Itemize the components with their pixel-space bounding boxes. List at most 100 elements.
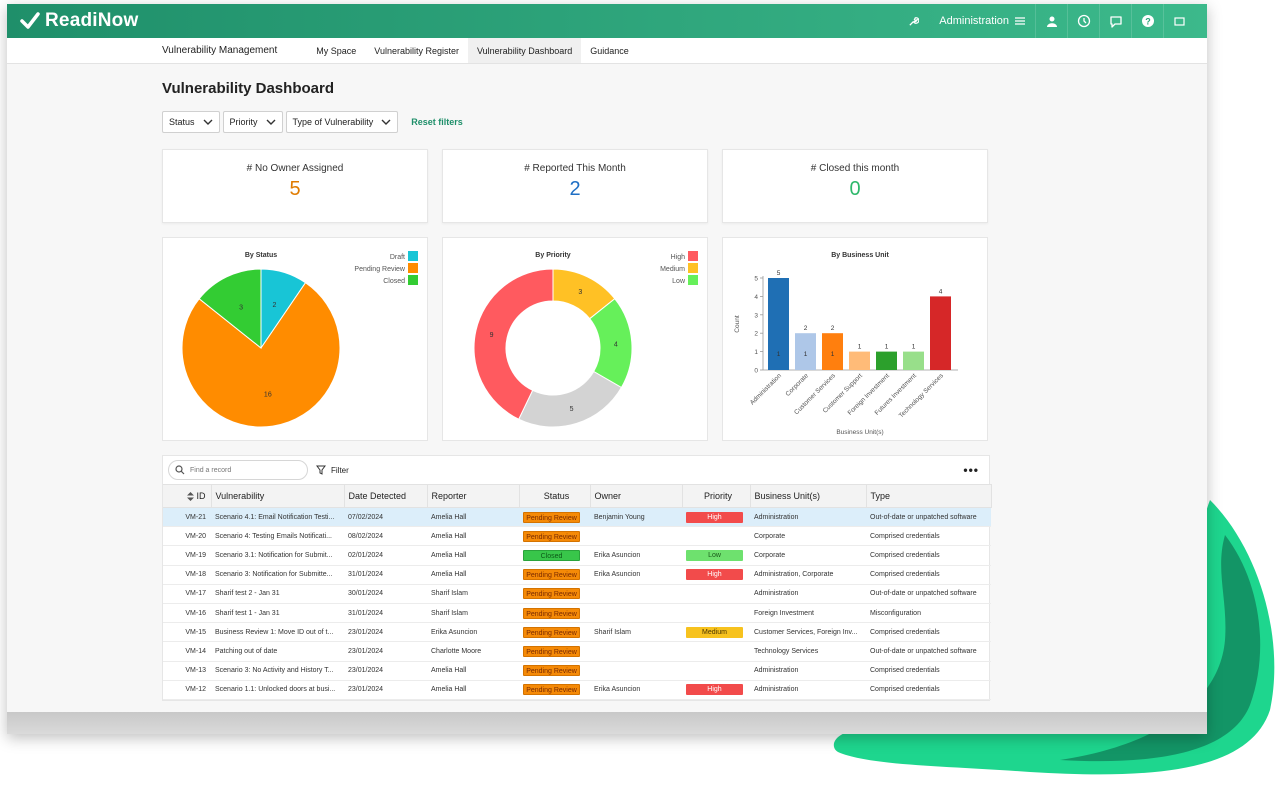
bar-inner-label: 1 (831, 351, 835, 358)
legend-label: High (671, 254, 686, 261)
status-badge: Pending Review (523, 665, 580, 677)
by-priority-donut-svg: By Priority High Medium Low 3 4 5 9 (473, 251, 698, 428)
column-header-type[interactable]: Type (866, 484, 992, 508)
cell-priority (682, 641, 750, 662)
table-row[interactable]: VM-13 Scenario 3: No Activity and History… (163, 661, 991, 681)
card-value: 2 (569, 178, 581, 200)
cell-date-detected: 08/02/2024 (344, 526, 427, 547)
table-row[interactable]: VM-16 Sharif test 1 - Jan 31 31/01/2024 Sha… (163, 603, 991, 624)
cell-type: Out-of-date or unpatched software (866, 584, 991, 604)
chevron-down-icon (203, 119, 213, 125)
cell-date-detected: 23/01/2024 (344, 622, 427, 643)
type-filter[interactable]: Type of Vulnerability (285, 111, 399, 133)
cell-type: Comprised credentials (866, 680, 991, 700)
table-row[interactable]: VM-14 Patching out of date 23/01/2024 Charl… (163, 641, 991, 662)
help-icon[interactable]: ? (1131, 4, 1163, 38)
cell-reporter: Amelia Hall (427, 565, 519, 585)
page-title: Vulnerability Dashboard (162, 80, 334, 97)
column-header-priority[interactable]: Priority (682, 484, 751, 508)
donut-segment-label: 5 (570, 406, 574, 413)
priority-badge: High (686, 511, 743, 523)
history-icon[interactable] (1067, 4, 1099, 38)
column-header-status[interactable]: Status (519, 484, 591, 508)
column-header-id[interactable]: ID (163, 484, 212, 508)
cell-business-units: Administration (750, 507, 866, 528)
legend-swatch (408, 275, 418, 285)
column-header-reporter[interactable]: Reporter (427, 484, 520, 508)
cell-status: Pending Review (519, 661, 590, 681)
table-body: VM-21 Scenario 4.1: Email Notification Te… (163, 507, 991, 700)
window-bottom-shadow (7, 712, 1207, 734)
cell-reporter: Sharif Islam (427, 584, 519, 604)
search-input[interactable]: Find a record (168, 460, 308, 480)
cell-owner: Sharif Islam (590, 622, 682, 643)
table-header-row: ID Vulnerability Date Detected Reporter … (163, 484, 992, 508)
cell-reporter: Amelia Hall (427, 680, 519, 700)
column-header-label: ID (196, 490, 206, 501)
cell-reporter: Sharif Islam (427, 603, 519, 624)
closed-this-month-card: # Closed this month 0 (722, 149, 988, 223)
cell-business-units: Administration (750, 661, 866, 681)
table-row[interactable]: VM-18 Scenario 3: Notification for Submit… (163, 565, 991, 585)
status-badge: Pending Review (523, 684, 580, 696)
cell-id: VM-15 (163, 622, 211, 643)
cell-id: VM-14 (163, 641, 211, 662)
legend-swatch (408, 251, 418, 261)
status-filter[interactable]: Status (162, 111, 220, 133)
cell-priority: High (682, 565, 750, 585)
cell-vulnerability: Scenario 1.1: Unlocked doors at busi... (211, 680, 344, 700)
reset-filters-link[interactable]: Reset filters (411, 117, 463, 127)
by-business-unit-bar-svg: By Business Unit 0 1 2 3 4 5 Count 5 1 Administrat… (734, 252, 958, 436)
cell-business-units: Corporate (750, 545, 866, 566)
user-icon[interactable] (1035, 4, 1067, 38)
vulnerability-grid: Find a record Filter ••• (162, 455, 992, 701)
table-row[interactable]: VM-12 Scenario 1.1: Unlocked doors at bus… (163, 680, 991, 700)
table-row[interactable]: VM-17 Sharif test 2 - Jan 31 30/01/2024 Sha… (163, 584, 991, 604)
cell-priority: High (682, 680, 750, 700)
table-row[interactable]: VM-19 Scenario 3.1: Notification for Subm… (163, 545, 991, 566)
records-table: ID Vulnerability Date Detected Reporter … (163, 484, 992, 700)
priority-filter[interactable]: Priority (222, 111, 283, 133)
column-header-date-detected[interactable]: Date Detected (344, 484, 428, 508)
chart-title: By Business Unit (831, 252, 889, 259)
cell-type: Comprised credentials (866, 526, 991, 547)
cell-owner: Erika Asuncion (590, 545, 682, 566)
card-value: 0 (849, 178, 861, 200)
y-tick-label: 5 (754, 276, 758, 283)
app-logo[interactable]: ReadiNow (19, 10, 138, 32)
table-row[interactable]: VM-20 Scenario 4: Testing Emails Notifica… (163, 526, 991, 547)
donut-segment-label: 9 (490, 332, 494, 339)
legend-swatch (408, 263, 418, 273)
chart-title: By Priority (535, 252, 571, 259)
wrench-icon[interactable] (897, 4, 929, 38)
column-header-business-units[interactable]: Business Unit(s) (750, 484, 867, 508)
tab-my-space[interactable]: My Space (316, 45, 357, 56)
expand-icon[interactable] (1163, 4, 1195, 38)
grid-filter-button[interactable]: Filter (316, 465, 349, 475)
column-header-owner[interactable]: Owner (590, 484, 683, 508)
table-row[interactable]: VM-21 Scenario 4.1: Email Notification Te… (163, 507, 991, 528)
cell-owner (590, 584, 682, 604)
y-tick-label: 2 (754, 331, 758, 338)
pie-slice-label: 2 (273, 302, 277, 309)
status-badge: Closed (523, 549, 580, 561)
cell-priority (682, 584, 750, 604)
top-bar-actions: Administration ? (897, 4, 1195, 38)
column-header-vulnerability[interactable]: Vulnerability (211, 484, 345, 508)
cell-reporter: Erika Asuncion (427, 622, 519, 643)
table-row[interactable]: VM-15 Business Review 1: Move ID out of t… (163, 622, 991, 643)
administration-menu[interactable]: Administration (929, 15, 1035, 27)
chat-icon[interactable] (1099, 4, 1131, 38)
cell-vulnerability: Scenario 3.1: Notification for Submit... (211, 545, 344, 566)
more-options-icon[interactable]: ••• (963, 463, 979, 477)
tab-guidance[interactable]: Guidance (590, 45, 629, 56)
cell-id: VM-12 (163, 680, 211, 700)
filter-label: Filter (331, 465, 349, 475)
tab-vulnerability-dashboard[interactable]: Vulnerability Dashboard (468, 38, 582, 63)
donut-segment-label: 3 (578, 289, 582, 296)
tab-vulnerability-register[interactable]: Vulnerability Register (374, 45, 459, 56)
bar-inner-label: 1 (804, 351, 808, 358)
by-priority-chart: By Priority High Medium Low 3 4 5 9 (442, 237, 708, 441)
bar (795, 333, 816, 370)
